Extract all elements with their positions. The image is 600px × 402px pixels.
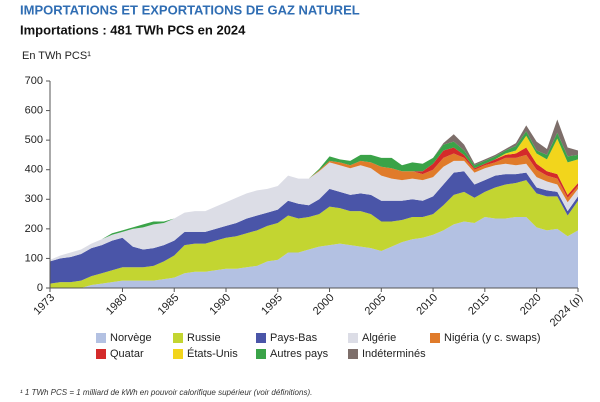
x-tick-label: 2010 (414, 292, 440, 318)
legend-label: Norvège (110, 332, 152, 344)
legend-label: Indéterminés (362, 348, 426, 360)
legend-swatch (96, 333, 106, 343)
area (50, 217, 578, 288)
legend-swatch (348, 333, 358, 343)
legend-swatch (256, 333, 266, 343)
area (50, 160, 578, 262)
legend-swatch (430, 333, 440, 343)
y-tick-label: 500 (25, 134, 43, 146)
y-tick-label: 200 (25, 223, 43, 235)
legend-label: Russie (187, 332, 221, 344)
area (50, 171, 578, 284)
x-tick-label: 1985 (156, 292, 182, 318)
x-tick-label: 2000 (311, 292, 337, 318)
area (50, 153, 578, 260)
x-tick-label: 1973 (31, 292, 57, 318)
x-tick-label: 1995 (259, 292, 285, 318)
legend-label: Algérie (362, 332, 396, 344)
chart-subtitle: Importations : 481 TWh PCS en 2024 (20, 22, 246, 37)
y-tick-label: 0 (37, 282, 43, 294)
legend-label: Autres pays (270, 348, 329, 360)
legend-swatch (173, 333, 183, 343)
legend-swatch (173, 349, 183, 359)
area (50, 180, 578, 288)
y-tick-label: 700 (25, 75, 43, 87)
legend-label: États-Unis (187, 347, 238, 360)
x-tick-label: 1980 (104, 292, 130, 318)
y-tick-label: 600 (25, 104, 43, 116)
y-tick-label: 300 (25, 193, 43, 205)
legend-swatch (96, 349, 106, 359)
x-tick-label: 2015 (466, 292, 492, 318)
x-tick-label: 1990 (207, 292, 233, 318)
legend-swatch (256, 349, 266, 359)
legend-swatch (348, 349, 358, 359)
y-tick-label: 100 (25, 252, 43, 264)
legend-label: Nigéria (y c. swaps) (444, 332, 541, 344)
y-tick-label: 400 (25, 164, 43, 176)
legend-label: Quatar (110, 348, 144, 360)
chart-title: IMPORTATIONS ET EXPORTATIONS DE GAZ NATU… (20, 2, 360, 17)
area (50, 135, 578, 260)
legend-label: Pays-Bas (270, 332, 318, 344)
x-tick-label: 2020 (518, 292, 544, 318)
x-tick-label: 2005 (363, 292, 389, 318)
x-tick-label: 2024 (p) (548, 292, 585, 329)
footnote: ¹ 1 TWh PCS = 1 milliard de kWh en pouvo… (20, 388, 312, 397)
y-axis-label: En TWh PCS¹ (22, 50, 91, 62)
